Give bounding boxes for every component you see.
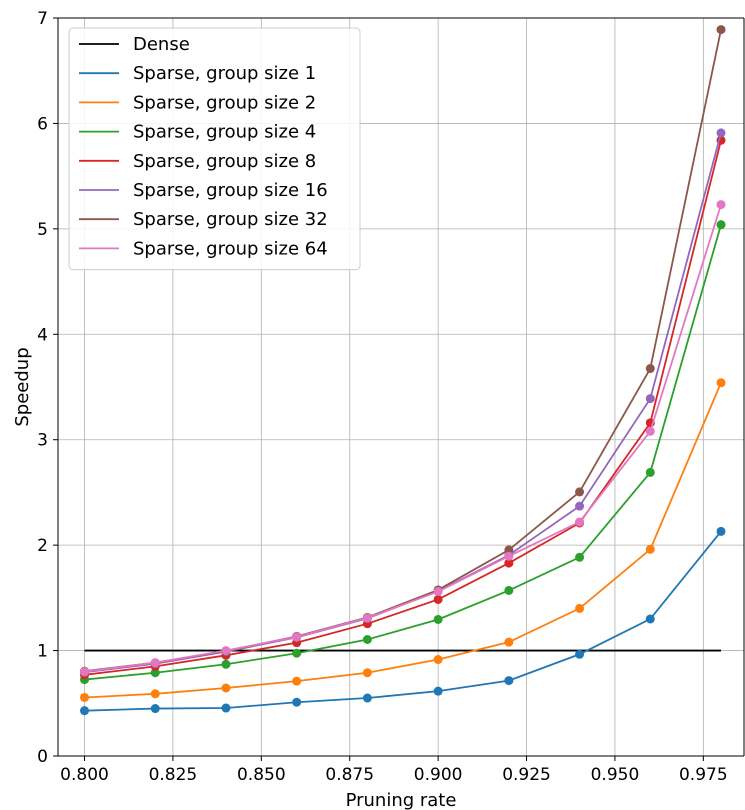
x-tick-label-1: 0.825: [149, 765, 198, 785]
x-tick-label-0: 0.800: [60, 765, 109, 785]
y-tick-label-3: 3: [37, 431, 48, 451]
series-line-3: [84, 224, 722, 681]
grid: [58, 17, 744, 757]
series-6-point-7: [575, 487, 585, 497]
series-2-point-3: [292, 676, 302, 686]
x-tick-label-5: 0.925: [502, 765, 551, 785]
series-7-point-0: [80, 667, 90, 677]
y-tick-label-1: 1: [37, 642, 48, 662]
x-tick-label-7: 0.975: [679, 765, 728, 785]
series-1-point-0: [80, 706, 90, 716]
series-3-point-5: [433, 614, 443, 624]
y-axis-label: Speedup: [12, 347, 33, 426]
legend-label-4: Sparse, group size 8: [133, 151, 316, 172]
legend-label-3: Sparse, group size 4: [133, 122, 316, 143]
x-tick-label-2: 0.850: [237, 765, 286, 785]
y-tick-label-7: 7: [37, 9, 48, 29]
x-tick-label-4: 0.900: [414, 765, 463, 785]
series-4-point-6: [504, 558, 514, 568]
series-5-point-7: [575, 501, 585, 511]
series-1-point-5: [433, 686, 443, 696]
series-4-point-5: [433, 594, 443, 604]
series-2-point-1: [150, 689, 160, 699]
legend-label-5: Sparse, group size 16: [133, 180, 328, 201]
legend: Dense Sparse, group size 1 Sparse, group s…: [68, 27, 361, 271]
y-tick-label-4: 4: [37, 325, 48, 345]
legend-label-2: Sparse, group size 2: [133, 92, 316, 113]
series-line-4: [84, 140, 722, 676]
series-1-point-2: [221, 703, 231, 713]
series-2-point-4: [362, 668, 372, 678]
tick-labels: 0.800 0.825 0.850 0.875 0.900 0.925 0.950 0.975…: [37, 9, 727, 785]
series-1: [80, 526, 726, 716]
series-1-point-1: [150, 704, 160, 714]
series-3-point-7: [575, 552, 585, 562]
series-2-point-8: [645, 544, 655, 554]
x-tick-label-3: 0.875: [325, 765, 374, 785]
series-7-point-2: [221, 646, 231, 656]
y-tick-label-0: 0: [37, 747, 48, 767]
legend-label-0: Dense: [133, 34, 190, 55]
series-1-point-6: [504, 676, 514, 686]
series-7-point-7: [575, 517, 585, 527]
series-7-point-6: [504, 551, 514, 561]
series-7-point-3: [292, 632, 302, 642]
series-3: [80, 220, 726, 685]
x-axis-label: Pruning rate: [346, 790, 457, 810]
series-3-point-1: [150, 668, 160, 678]
axes: [57, 17, 745, 757]
series-1-point-8: [645, 614, 655, 624]
series-7-point-4: [362, 613, 372, 623]
series-1-point-7: [575, 649, 585, 659]
y-tick-label-6: 6: [37, 114, 48, 134]
series-7-point-9: [716, 200, 726, 210]
series-6-point-9: [716, 25, 726, 35]
series-2-point-0: [80, 692, 90, 702]
legend-box: [68, 27, 361, 271]
series-2-point-6: [504, 637, 514, 647]
series-line-2: [84, 382, 722, 699]
series-3-point-3: [292, 648, 302, 658]
series-3-point-2: [221, 659, 231, 669]
series-2-point-7: [575, 603, 585, 613]
series-2-point-9: [716, 378, 726, 388]
series-line-1: [84, 530, 722, 712]
series-5-point-8: [645, 394, 655, 404]
legend-label-7: Sparse, group size 64: [133, 238, 328, 259]
series-7-point-1: [150, 658, 160, 668]
series-7: [80, 200, 726, 677]
series-3-point-6: [504, 585, 514, 595]
series-7-point-5: [433, 587, 443, 597]
series-6-point-8: [645, 364, 655, 374]
series-1-point-3: [292, 697, 302, 707]
legend-label-1: Sparse, group size 1: [133, 63, 316, 84]
series-5-point-9: [716, 128, 726, 138]
x-tick-label-6: 0.950: [591, 765, 640, 785]
series-2: [80, 378, 726, 702]
series-3-point-9: [716, 220, 726, 230]
series-line-7: [84, 204, 722, 673]
series-1-point-4: [362, 693, 372, 703]
y-tick-label-2: 2: [37, 536, 48, 556]
series-3-point-4: [362, 635, 372, 645]
series-3-point-8: [645, 467, 655, 477]
series-2-point-2: [221, 683, 231, 693]
legend-label-6: Sparse, group size 32: [133, 209, 328, 230]
series-2-point-5: [433, 655, 443, 665]
y-tick-label-5: 5: [37, 220, 48, 240]
series-7-point-8: [645, 426, 655, 436]
series-6-point-6: [504, 545, 514, 555]
series-1-point-9: [716, 526, 726, 536]
series-layer: [80, 25, 726, 716]
